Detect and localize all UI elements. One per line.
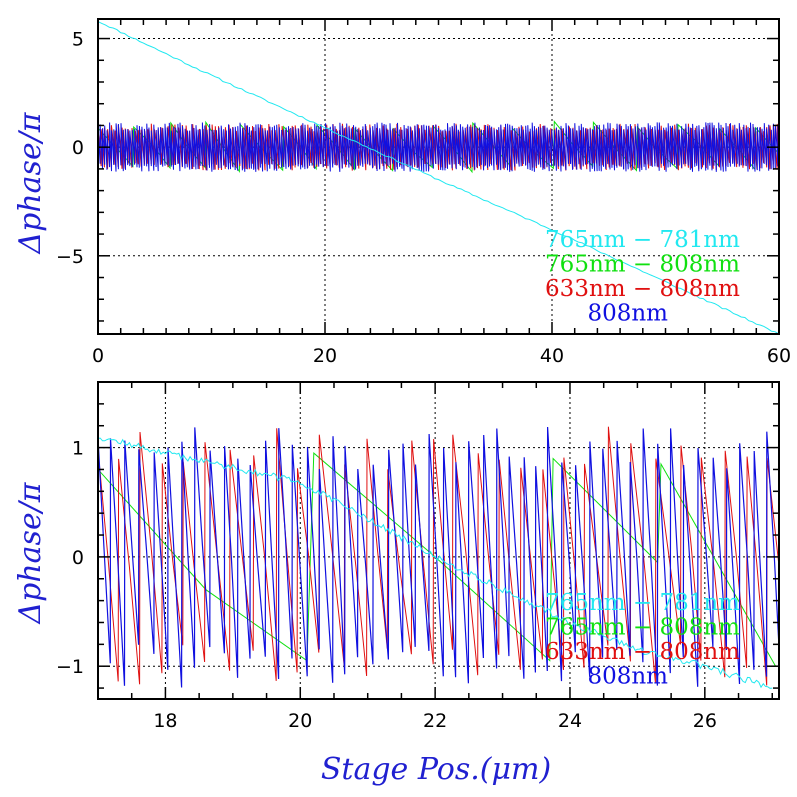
x-tick-label: 60: [767, 345, 791, 367]
bottom-grid: [98, 382, 779, 699]
x-tick-label: 24: [558, 710, 582, 732]
x-tick-label: 22: [423, 710, 447, 732]
y-tick-label: −5: [56, 246, 84, 268]
bottom-tick-labels: 18 20 22 24 26 −1 0 1: [56, 438, 717, 732]
legend-entry-3: 633nm − 808nm: [545, 639, 740, 665]
top-plot-lines: [98, 21, 779, 334]
x-tick-label: 20: [313, 345, 337, 367]
series-cyan-line: [98, 21, 779, 334]
legend-entry-3: 633nm − 808nm: [545, 276, 740, 302]
x-tick-label: 18: [153, 710, 177, 732]
legend-entry-2: 765nm − 808nm: [545, 252, 740, 278]
legend-entry-1: 765nm − 781nm: [545, 590, 740, 616]
series-blue-line: [98, 122, 779, 172]
x-tick-label: 20: [288, 710, 312, 732]
legend-entry-4: 808nm: [587, 301, 668, 327]
y-tick-label: 5: [72, 29, 84, 51]
legend-entry-2: 765nm − 808nm: [545, 615, 740, 641]
top-y-axis-label: Δphase/π: [13, 111, 48, 254]
legend-entry-1: 765nm − 781nm: [545, 227, 740, 253]
x-axis-label: Stage Pos.(μm): [321, 752, 551, 787]
series-blue-line: [98, 426, 779, 688]
x-tick-label: 26: [693, 710, 717, 732]
y-tick-label: 1: [72, 438, 84, 460]
x-tick-label: 0: [92, 345, 104, 367]
y-tick-label: 0: [72, 137, 84, 159]
series-cyan-line: [98, 437, 773, 689]
y-tick-label: −1: [56, 656, 84, 678]
legend-entry-4: 808nm: [587, 664, 668, 690]
bottom-plot-frame: [97, 381, 780, 700]
top-plot-frame: [97, 18, 780, 335]
series-green-line: [98, 452, 777, 667]
bottom-y-axis-label: Δphase/π: [13, 481, 48, 624]
bottom-plot-lines: [98, 426, 779, 689]
top-tick-labels: 0 20 40 60 −5 0 5: [56, 29, 791, 367]
x-tick-label: 40: [540, 345, 564, 367]
y-tick-label: 0: [72, 547, 84, 569]
